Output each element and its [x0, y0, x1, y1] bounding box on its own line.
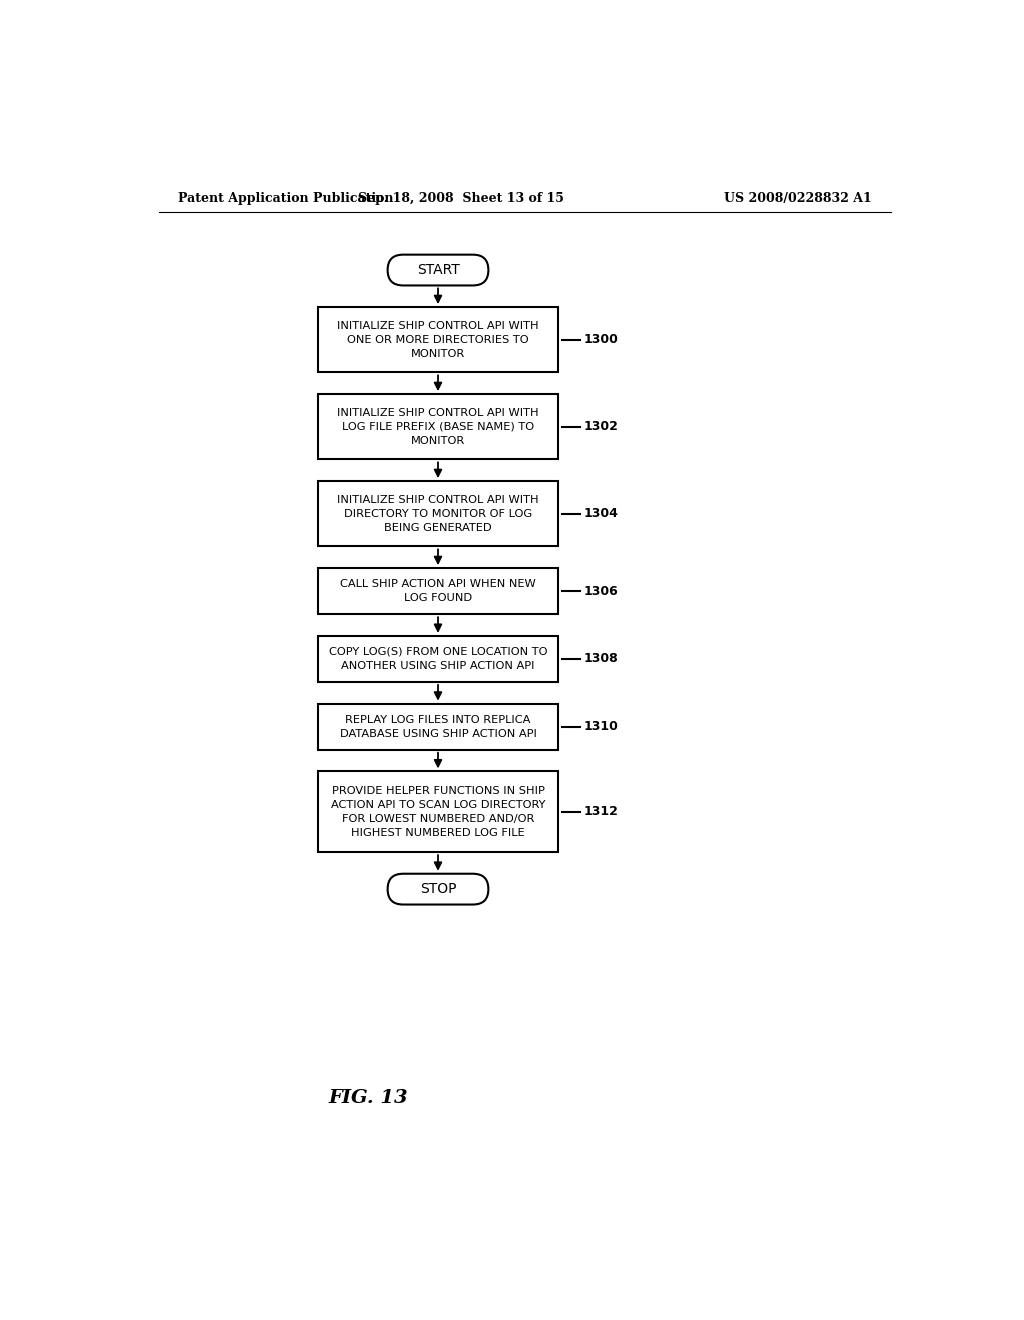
- Text: US 2008/0228832 A1: US 2008/0228832 A1: [724, 191, 872, 205]
- Text: INITIALIZE SHIP CONTROL API WITH
LOG FILE PREFIX (BASE NAME) TO
MONITOR: INITIALIZE SHIP CONTROL API WITH LOG FIL…: [337, 408, 539, 446]
- FancyBboxPatch shape: [388, 874, 488, 904]
- Text: 1306: 1306: [584, 585, 618, 598]
- Text: INITIALIZE SHIP CONTROL API WITH
DIRECTORY TO MONITOR OF LOG
BEING GENERATED: INITIALIZE SHIP CONTROL API WITH DIRECTO…: [337, 495, 539, 533]
- Text: Sep. 18, 2008  Sheet 13 of 15: Sep. 18, 2008 Sheet 13 of 15: [358, 191, 564, 205]
- FancyBboxPatch shape: [317, 704, 558, 750]
- Text: 1308: 1308: [584, 652, 618, 665]
- Text: STOP: STOP: [420, 882, 457, 896]
- FancyBboxPatch shape: [317, 480, 558, 546]
- Text: 1312: 1312: [584, 805, 618, 818]
- Text: FIG. 13: FIG. 13: [329, 1089, 408, 1106]
- Text: 1302: 1302: [584, 420, 618, 433]
- Text: REPLAY LOG FILES INTO REPLICA
DATABASE USING SHIP ACTION API: REPLAY LOG FILES INTO REPLICA DATABASE U…: [340, 714, 537, 739]
- Text: 1304: 1304: [584, 507, 618, 520]
- FancyBboxPatch shape: [388, 255, 488, 285]
- FancyBboxPatch shape: [317, 771, 558, 853]
- FancyBboxPatch shape: [317, 636, 558, 682]
- Text: COPY LOG(S) FROM ONE LOCATION TO
ANOTHER USING SHIP ACTION API: COPY LOG(S) FROM ONE LOCATION TO ANOTHER…: [329, 647, 547, 671]
- FancyBboxPatch shape: [317, 395, 558, 459]
- Text: PROVIDE HELPER FUNCTIONS IN SHIP
ACTION API TO SCAN LOG DIRECTORY
FOR LOWEST NUM: PROVIDE HELPER FUNCTIONS IN SHIP ACTION …: [331, 785, 545, 838]
- FancyBboxPatch shape: [317, 568, 558, 614]
- Text: 1310: 1310: [584, 721, 618, 733]
- Text: INITIALIZE SHIP CONTROL API WITH
ONE OR MORE DIRECTORIES TO
MONITOR: INITIALIZE SHIP CONTROL API WITH ONE OR …: [337, 321, 539, 359]
- FancyBboxPatch shape: [317, 308, 558, 372]
- Text: 1300: 1300: [584, 333, 618, 346]
- Text: Patent Application Publication: Patent Application Publication: [178, 191, 394, 205]
- Text: CALL SHIP ACTION API WHEN NEW
LOG FOUND: CALL SHIP ACTION API WHEN NEW LOG FOUND: [340, 579, 536, 603]
- Text: START: START: [417, 263, 460, 277]
